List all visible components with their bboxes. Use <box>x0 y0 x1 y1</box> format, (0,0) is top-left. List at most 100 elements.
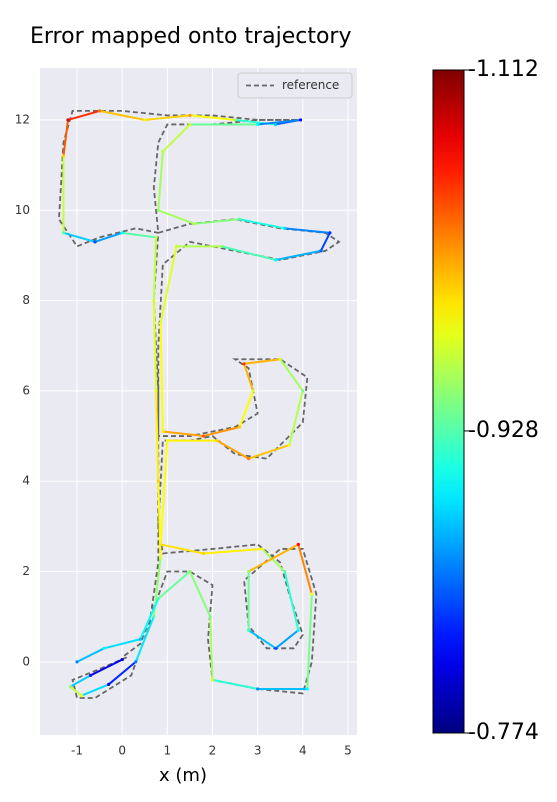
trajectory-point <box>188 113 192 118</box>
trajectory-segment <box>188 570 212 618</box>
trajectory-point <box>237 217 242 221</box>
trajectory-segment <box>247 444 291 460</box>
trajectory-segment <box>202 426 241 438</box>
trajectory-segment <box>247 629 277 650</box>
trajectory-segment <box>243 358 282 365</box>
trajectory-segment <box>220 245 277 261</box>
x-tick-label: 4 <box>299 744 307 758</box>
trajectory-point <box>319 249 323 253</box>
trajectory-segment <box>94 231 124 243</box>
trajectory-segment <box>159 439 169 546</box>
x-axis-label: x (m) <box>159 765 207 786</box>
trajectory-point <box>328 231 332 235</box>
trajectory-point <box>210 678 215 682</box>
trajectory-segment <box>274 629 300 650</box>
trajectory-point <box>152 615 156 619</box>
trajectory-segment <box>238 389 255 429</box>
x-tick-label: 0 <box>118 744 126 758</box>
colorbar-tick-label: -0.928 <box>468 418 539 443</box>
trajectory-segment <box>211 678 259 690</box>
trajectory-segment <box>139 597 160 641</box>
x-tick-label: 3 <box>254 744 262 758</box>
y-tick-label: 0 <box>22 654 30 668</box>
trajectory-point <box>237 425 242 429</box>
legend-label: reference <box>282 78 339 92</box>
trajectory-point <box>201 434 206 438</box>
trajectory-segment <box>152 236 158 302</box>
trajectory-point <box>107 682 111 687</box>
trajectory-point <box>156 597 160 601</box>
trajectory-point <box>215 438 219 443</box>
trajectory-point <box>75 660 79 664</box>
trajectory-segment <box>283 570 300 632</box>
x-tick-label: -1 <box>71 744 83 758</box>
x-tick-label: 1 <box>164 744 172 758</box>
trajectory-point <box>102 646 106 650</box>
trajectory-segment <box>155 389 160 483</box>
x-tick-label: 5 <box>344 744 352 758</box>
colorbar-tick-label: -0.774 <box>468 720 539 745</box>
trajectory-segment <box>152 299 158 392</box>
trajectory-point <box>61 231 66 235</box>
y-tick-label: 10 <box>15 203 30 217</box>
x-tick-label: 2 <box>209 744 217 758</box>
trajectory-point <box>165 438 169 443</box>
trajectory-segment <box>62 231 97 243</box>
trajectory-point <box>247 628 251 632</box>
trajectory-segment <box>279 358 304 392</box>
trajectory-point <box>134 660 138 664</box>
trajectory-point <box>274 258 278 262</box>
trajectory-segment <box>157 209 196 225</box>
trajectory-point <box>256 687 260 691</box>
trajectory-point <box>310 592 314 596</box>
trajectory-segment <box>103 638 142 650</box>
trajectory-point <box>68 685 72 689</box>
chart-title: Error mapped onto trajectory <box>30 24 351 49</box>
trajectory-point <box>298 118 303 122</box>
trajectory-segment <box>159 543 205 555</box>
trajectory-segment <box>121 231 158 239</box>
trajectory-point <box>208 615 212 619</box>
trajectory-point <box>283 569 287 574</box>
trajectory-segment <box>161 123 191 153</box>
trajectory-point <box>305 687 309 691</box>
trajectory-point <box>143 118 147 122</box>
trajectory-point <box>188 122 192 127</box>
trajectory-point <box>154 235 158 239</box>
trajectory-point <box>219 244 224 248</box>
trajectory-point <box>88 673 93 677</box>
trajectory-segment <box>243 362 255 392</box>
trajectory-segment <box>319 231 331 252</box>
trajectory-point <box>256 122 260 127</box>
trajectory-segment <box>107 660 137 686</box>
trajectory-segment <box>188 114 237 121</box>
trajectory-segment <box>159 322 164 433</box>
trajectory-point <box>287 443 291 447</box>
trajectory-segment <box>261 547 286 573</box>
trajectory-point <box>79 694 84 698</box>
trajectory-point <box>66 118 70 122</box>
trajectory-point <box>233 118 237 122</box>
trajectory-point <box>283 226 287 230</box>
trajectory-point <box>274 122 278 127</box>
trajectory-point <box>98 109 102 113</box>
trajectory-point <box>242 362 246 366</box>
y-tick-label: 2 <box>22 564 30 578</box>
trajectory-segment <box>157 150 164 212</box>
y-tick-label: 4 <box>22 474 30 488</box>
trajectory-segment <box>62 118 69 158</box>
trajectory-segment <box>80 683 110 697</box>
colorbar <box>432 69 465 734</box>
trajectory-point <box>120 657 124 662</box>
trajectory-point <box>158 556 163 560</box>
trajectory-segment <box>297 543 313 596</box>
trajectory-segment <box>256 118 302 126</box>
trajectory-point <box>158 542 163 547</box>
trajectory-point <box>278 357 282 361</box>
trajectory-point <box>156 479 160 483</box>
trajectory-segment <box>216 439 250 460</box>
trajectory-segment <box>76 647 106 663</box>
trajectory-segment <box>66 109 101 121</box>
trajectory-point <box>274 646 278 650</box>
